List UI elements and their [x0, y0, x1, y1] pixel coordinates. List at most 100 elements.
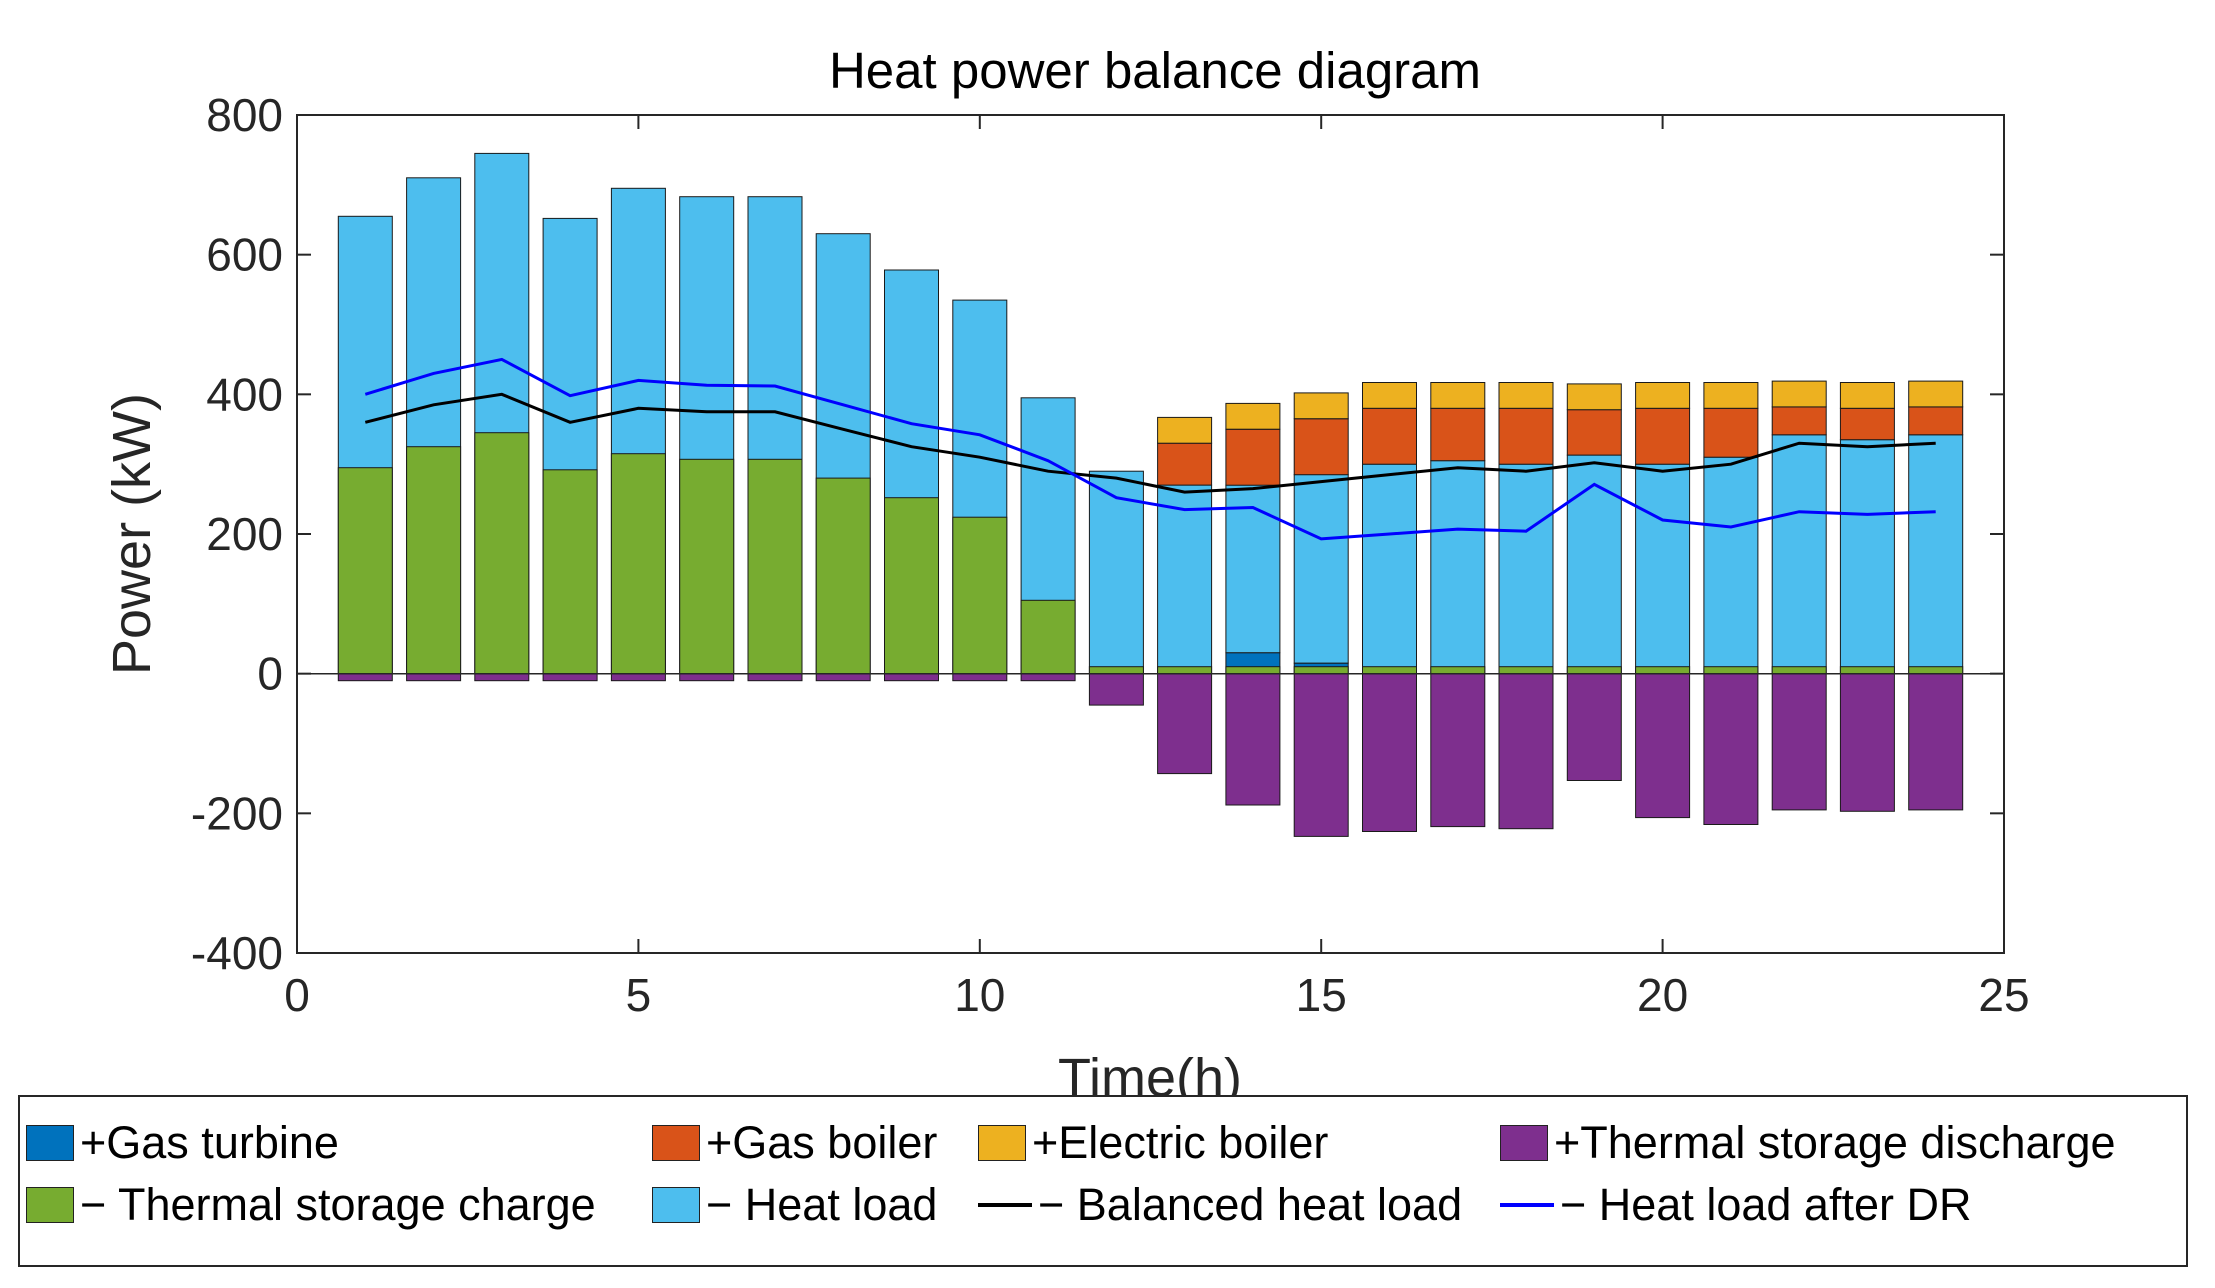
bar-thermal-storage-discharge: [474, 673, 530, 682]
bar-thermal-storage-discharge: [542, 673, 598, 682]
legend-swatch-thermal-discharge: [1500, 1125, 1548, 1161]
bar-thermal-storage-charge: [610, 453, 666, 675]
bar-gas-boiler: [1430, 407, 1486, 462]
x-tick-label: 0: [284, 969, 310, 1021]
bar-gas-boiler: [1498, 407, 1554, 465]
bar-electric-boiler: [1225, 402, 1281, 430]
y-tick-label: 600: [206, 229, 283, 281]
legend-item-heat-load-after-dr: − Heat load after DR: [1500, 1179, 1971, 1231]
bar-heat-load: [1635, 463, 1691, 675]
y-tick-label: -400: [191, 927, 283, 979]
y-tick-label: 0: [257, 648, 283, 700]
line-marks: [364, 357, 1936, 541]
bar-thermal-storage-discharge: [1225, 673, 1281, 806]
bar-gas-boiler: [1635, 407, 1691, 465]
bar-electric-boiler: [1839, 382, 1895, 409]
bar-thermal-storage-charge: [1157, 666, 1213, 675]
bar-gas-boiler: [1362, 407, 1417, 465]
legend: +Gas turbine +Gas boiler +Electric boile…: [18, 1095, 2188, 1267]
legend-label: − Thermal storage charge: [80, 1179, 596, 1230]
bar-gas-boiler: [1908, 406, 1964, 436]
legend-item-gas-turbine: +Gas turbine: [26, 1117, 339, 1169]
bar-electric-boiler: [1566, 383, 1622, 411]
bar-heat-load: [1498, 463, 1554, 675]
bar-marks: [337, 152, 1964, 837]
bar-thermal-storage-charge: [1839, 666, 1895, 675]
bar-thermal-storage-discharge: [1088, 673, 1144, 706]
y-tick-label: 800: [206, 89, 283, 141]
bar-electric-boiler: [1430, 382, 1486, 409]
bar-thermal-storage-discharge: [1908, 673, 1964, 811]
bar-thermal-storage-discharge: [1157, 673, 1213, 775]
bar-thermal-storage-discharge: [1635, 673, 1691, 819]
x-tick-label: 10: [954, 969, 1005, 1021]
bar-thermal-storage-discharge: [337, 673, 393, 682]
bar-gas-boiler: [1839, 407, 1895, 441]
bar-heat-load: [1771, 434, 1827, 675]
x-tick-label: 25: [1978, 969, 2029, 1021]
bar-thermal-storage-charge: [337, 467, 393, 675]
bar-thermal-storage-discharge: [1703, 673, 1759, 826]
legend-swatch-gas-boiler: [652, 1125, 700, 1161]
bar-thermal-storage-charge: [747, 458, 803, 675]
bar-thermal-storage-charge: [952, 516, 1008, 675]
y-tick-label: 400: [206, 368, 283, 420]
bar-thermal-storage-charge: [1088, 666, 1144, 675]
bar-thermal-storage-charge: [1430, 666, 1486, 675]
bar-heat-load: [1839, 439, 1895, 675]
y-axis-ticks: -400 -200 0 200 400 600 800: [191, 89, 2004, 979]
bar-thermal-storage-charge: [1771, 666, 1827, 675]
bar-thermal-storage-discharge: [815, 673, 871, 682]
legend-item-balanced-heat-load: − Balanced heat load: [978, 1179, 1462, 1231]
legend-item-gas-boiler: +Gas boiler: [652, 1117, 937, 1169]
legend-item-thermal-charge: − Thermal storage charge: [26, 1179, 596, 1231]
bar-thermal-storage-discharge: [1839, 673, 1895, 812]
bar-thermal-storage-charge: [884, 497, 939, 675]
bar-thermal-storage-charge: [1362, 666, 1417, 675]
bar-thermal-storage-charge: [815, 477, 871, 675]
bar-gas-boiler: [1771, 406, 1827, 436]
bar-thermal-storage-discharge: [1020, 673, 1076, 682]
bar-electric-boiler: [1293, 392, 1349, 420]
bar-thermal-storage-discharge: [747, 673, 803, 682]
bar-thermal-storage-charge: [406, 446, 462, 675]
bar-electric-boiler: [1498, 382, 1554, 409]
bar-thermal-storage-discharge: [1430, 673, 1486, 828]
bar-electric-boiler: [1703, 382, 1759, 409]
bar-thermal-storage-charge: [1635, 666, 1691, 675]
bar-gas-boiler: [1293, 418, 1349, 476]
y-tick-label: 200: [206, 508, 283, 560]
bar-heat-load: [1293, 474, 1349, 664]
bar-thermal-storage-discharge: [1498, 673, 1554, 830]
chart-title: Heat power balance diagram: [829, 42, 1481, 99]
bar-thermal-storage-discharge: [1771, 673, 1827, 811]
bar-thermal-storage-charge: [474, 432, 530, 675]
legend-label: − Balanced heat load: [1038, 1179, 1463, 1230]
bar-thermal-storage-charge: [1020, 599, 1076, 675]
bar-thermal-storage-discharge: [1566, 673, 1622, 782]
bar-heat-load: [1225, 484, 1281, 654]
bar-thermal-storage-discharge: [1293, 673, 1349, 837]
bar-thermal-storage-charge: [1225, 666, 1281, 675]
legend-swatch-gas-turbine: [26, 1125, 74, 1161]
bar-electric-boiler: [1908, 380, 1964, 408]
bar-thermal-storage-discharge: [610, 673, 666, 682]
bar-thermal-storage-discharge: [952, 673, 1008, 682]
bar-thermal-storage-discharge: [1362, 673, 1417, 833]
legend-swatch-electric-boiler: [978, 1125, 1026, 1161]
x-tick-label: 20: [1637, 969, 1688, 1021]
bar-thermal-storage-discharge: [884, 673, 939, 682]
bar-heat-load: [1908, 434, 1964, 675]
bar-thermal-storage-charge: [1293, 666, 1349, 675]
bar-gas-boiler: [1703, 407, 1759, 458]
bar-thermal-storage-charge: [1498, 666, 1554, 675]
bar-thermal-storage-discharge: [406, 673, 462, 682]
y-tick-label: -200: [191, 787, 283, 839]
legend-label: − Heat load after DR: [1560, 1179, 1972, 1230]
bar-heat-load: [1703, 456, 1759, 675]
legend-item-heat-load: − Heat load: [652, 1179, 937, 1231]
bar-heat-load: [1157, 484, 1213, 675]
legend-swatch-heat-load: [652, 1187, 700, 1223]
bar-thermal-storage-charge: [1908, 666, 1964, 675]
